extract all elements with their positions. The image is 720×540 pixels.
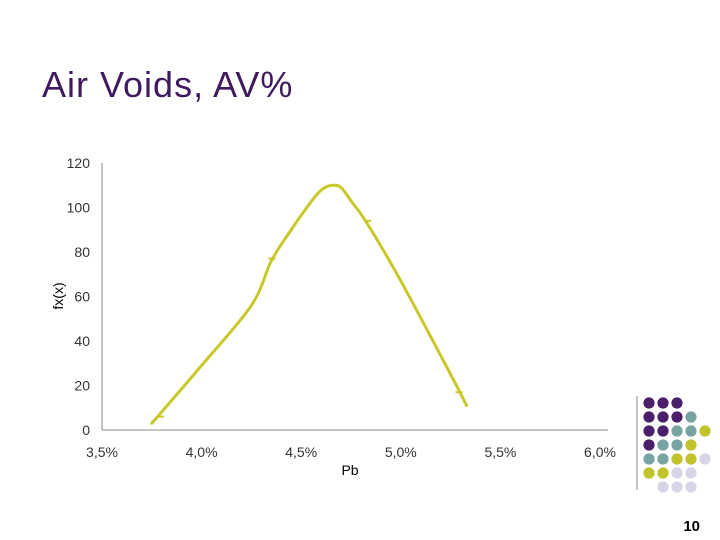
decorative-dot: [643, 411, 655, 423]
decorative-dot: [657, 411, 669, 423]
decorative-dot: [657, 467, 669, 479]
decorative-dot: [685, 439, 697, 451]
x-tick-label: 3,5%: [86, 444, 118, 460]
x-tick-label: 5,5%: [484, 444, 516, 460]
decorative-dot: [671, 481, 683, 493]
decorative-dot: [699, 453, 711, 465]
decorative-dot: [643, 467, 655, 479]
y-tick-label: 100: [67, 200, 91, 216]
decorative-dot: [699, 425, 711, 437]
y-tick-label: 60: [74, 289, 90, 305]
decorative-dot: [685, 411, 697, 423]
decorative-dot: [671, 411, 683, 423]
decorative-dot: [657, 481, 669, 493]
decorative-dot: [685, 425, 697, 437]
y-tick-label: 120: [67, 155, 91, 171]
decorative-dot: [643, 397, 655, 409]
x-tick-label: 5,0%: [385, 444, 417, 460]
y-axis-title: fx(x): [50, 282, 66, 309]
decorative-dot: [657, 453, 669, 465]
decorative-dot: [657, 425, 669, 437]
y-tick-label: 40: [74, 333, 90, 349]
slide-number: 10: [683, 518, 700, 535]
y-tick-label: 20: [74, 378, 90, 394]
slide-title: Air Voids, AV%: [42, 64, 294, 105]
series-line: [150, 183, 469, 425]
y-tick-label: 80: [74, 244, 90, 260]
decorative-dot: [671, 467, 683, 479]
decorative-dot: [643, 453, 655, 465]
y-tick-label: 0: [82, 422, 90, 438]
decorative-dot-grid: [636, 396, 711, 493]
decorative-dot: [657, 439, 669, 451]
decorative-dot: [671, 439, 683, 451]
decorative-dot: [685, 467, 697, 479]
decorative-dot: [657, 397, 669, 409]
decorative-dot: [643, 439, 655, 451]
decorative-dot: [685, 481, 697, 493]
decorative-dot: [671, 425, 683, 437]
x-axis-title: Pb: [341, 462, 358, 478]
x-tick-label: 4,5%: [285, 444, 317, 460]
decorative-dot: [643, 425, 655, 437]
decorative-dot: [671, 397, 683, 409]
x-tick-label: 4,0%: [186, 444, 218, 460]
decorative-dot: [685, 453, 697, 465]
x-tick-label: 6,0%: [584, 444, 616, 460]
decorative-dot: [671, 453, 683, 465]
